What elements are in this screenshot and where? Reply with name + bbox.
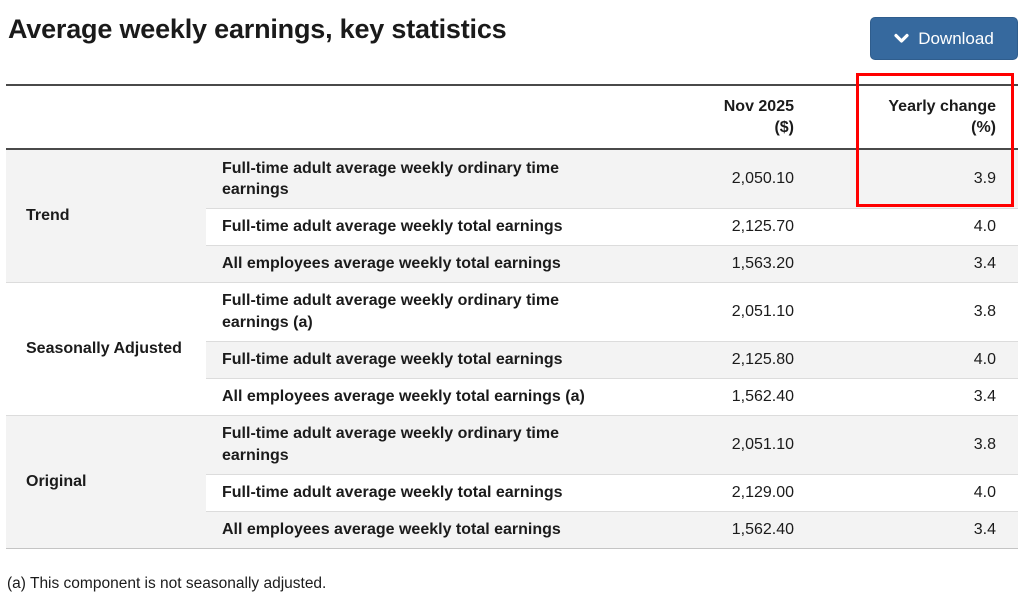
value-yearly-change: 3.8 [816, 281, 1018, 341]
value-yearly-change: 4.0 [816, 473, 1018, 511]
table-row: All employees average weekly total earni… [6, 510, 1018, 548]
table-row: Original Full-time adult average weekly … [6, 414, 1018, 548]
row-desc: All employees average weekly total earni… [206, 510, 626, 548]
download-button-label: Download [918, 28, 994, 48]
table-row: All employees average weekly total earni… [6, 244, 1018, 282]
value-nov: 2,051.10 [626, 414, 816, 474]
value-yearly-change: 3.8 [816, 414, 1018, 474]
row-desc: All employees average weekly total earni… [206, 244, 626, 282]
table-header-row: Nov 2025 ($) Yearly change (%) [6, 85, 1018, 150]
download-button[interactable]: Download [870, 17, 1018, 60]
value-nov: 2,125.80 [626, 340, 816, 378]
value-yearly-change: 3.4 [816, 244, 1018, 282]
table-row: All employees average weekly total earni… [6, 377, 1018, 415]
header-nov-2025: Nov 2025 ($) [626, 85, 816, 150]
value-nov: 2,051.10 [626, 281, 816, 341]
row-desc: Full-time adult average weekly ordinary … [206, 281, 626, 341]
value-yearly-change: 4.0 [816, 340, 1018, 378]
table-row: Seasonally Adjusted Full-time adult aver… [6, 281, 1018, 415]
value-nov: 2,129.00 [626, 473, 816, 511]
value-nov: 2,050.10 [626, 148, 816, 208]
footnote: (a) This component is not seasonally adj… [7, 575, 327, 592]
value-nov: 1,563.20 [626, 244, 816, 282]
value-nov: 1,562.40 [626, 377, 816, 415]
group-label-trend: Trend [6, 148, 206, 282]
row-desc: Full-time adult average weekly total ear… [206, 340, 626, 378]
header-yearly-change: Yearly change (%) [816, 85, 1018, 150]
row-desc: All employees average weekly total earni… [206, 377, 626, 415]
value-nov: 1,562.40 [626, 510, 816, 548]
row-desc: Full-time adult average weekly total ear… [206, 207, 626, 245]
value-nov: 2,125.70 [626, 207, 816, 245]
earnings-table: Nov 2025 ($) Yearly change (%) Trend Ful… [6, 84, 1018, 549]
row-desc: Full-time adult average weekly ordinary … [206, 414, 626, 474]
row-desc: Full-time adult average weekly total ear… [206, 473, 626, 511]
table-row: Trend Full-time adult average weekly ord… [6, 148, 1018, 282]
table-row: Full-time adult average weekly total ear… [6, 340, 1018, 378]
value-yearly-change: 3.4 [816, 510, 1018, 548]
value-yearly-change: 3.9 [816, 148, 1018, 208]
page-title: Average weekly earnings, key statistics [8, 14, 507, 44]
header-empty-cell [6, 85, 626, 150]
row-desc: Full-time adult average weekly ordinary … [206, 148, 626, 208]
value-yearly-change: 3.4 [816, 377, 1018, 415]
group-label-seasonally-adjusted: Seasonally Adjusted [6, 281, 206, 415]
table-row: Full-time adult average weekly total ear… [6, 473, 1018, 511]
value-yearly-change: 4.0 [816, 207, 1018, 245]
chevron-down-icon [894, 33, 909, 44]
group-label-original: Original [6, 414, 206, 548]
table-row: Full-time adult average weekly total ear… [6, 207, 1018, 245]
